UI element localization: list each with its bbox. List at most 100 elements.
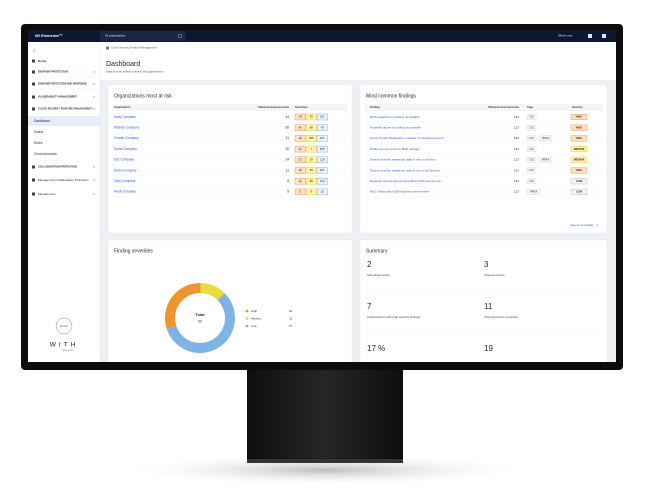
severity-text: HIGH	[576, 115, 583, 119]
breadcrumb[interactable]: Cloud Security Posture Management	[111, 46, 157, 50]
nav-sub-item[interactable]: Cloud accounts	[34, 152, 57, 156]
severity-count: 31	[299, 158, 303, 162]
whats-new[interactable]: What's new	[558, 34, 573, 38]
affected-accounts: 20	[285, 147, 289, 151]
severity-count: 285	[309, 136, 314, 140]
chevron	[92, 71, 96, 73]
severity-text: HIGH	[576, 168, 583, 172]
severity-cell	[305, 188, 317, 196]
tag	[526, 124, 537, 131]
card-title: Summary	[366, 248, 388, 254]
download-icon[interactable]	[602, 34, 606, 38]
nav-sub-item[interactable]: Dashboard	[34, 119, 50, 123]
nav-sub-item[interactable]: Scans	[34, 130, 44, 134]
severity-cell	[294, 124, 306, 131]
nav-item[interactable]: COLLABORATION PROTECTION	[38, 166, 77, 169]
tag	[526, 178, 537, 184]
chevron	[92, 193, 96, 195]
nav-icon	[32, 165, 35, 169]
summary-label: Cloud accounts not active	[484, 315, 519, 319]
severity-count: 29	[299, 168, 303, 172]
severity-cell	[316, 124, 328, 131]
nav-item[interactable]: Management	[38, 192, 56, 196]
severity-badge	[570, 188, 588, 195]
chevron	[92, 96, 96, 98]
tag-text: CIS	[529, 116, 534, 119]
finding-name[interactable]: NSG Rules allow SSH access over internet	[370, 190, 429, 194]
nav-item[interactable]: Management Collaboration Protection	[38, 178, 89, 182]
severity-text: HIGH	[576, 125, 583, 129]
affected-accounts: 122	[514, 190, 519, 194]
card	[359, 239, 608, 362]
severity-cell	[305, 135, 317, 142]
finding-name[interactable]: Redshift cluster is publicly accessible	[370, 126, 421, 130]
nav-sub-item[interactable]: Rules	[34, 141, 43, 145]
nav-icon	[32, 70, 35, 74]
org-name[interactable]: Andy Company	[114, 115, 136, 119]
finding-name[interactable]: Network security group rules allow UDP a…	[370, 179, 444, 183]
finding-name[interactable]: Public access to Azure Blob storage	[370, 147, 420, 151]
nav-item[interactable]: VULNERABILITY MANAGEMENT	[38, 96, 77, 99]
affected-accounts: 122	[514, 147, 519, 151]
page-subtitle: Data from all default scans in all organ…	[106, 70, 164, 74]
severity-badge	[570, 178, 588, 185]
tag-text: CIS	[529, 180, 534, 183]
nav-item[interactable]: Home	[38, 59, 47, 63]
tag-text: HIPAA	[530, 191, 538, 194]
org-name[interactable]: Brittney Company	[114, 126, 140, 130]
severity-count: 39	[310, 158, 314, 162]
nav-item[interactable]: ENDPOINT DETECTION AND RESPONSE	[38, 83, 87, 86]
affected-accounts: 30	[285, 126, 289, 130]
severity-badge	[570, 135, 588, 142]
column-header: Finding	[370, 105, 380, 109]
legend-swatch	[245, 324, 249, 328]
donut-center-label: Total	[195, 312, 204, 317]
severity-cell	[294, 188, 306, 196]
severity-count: 118	[320, 158, 325, 162]
org-selector-text[interactable]: All organizations	[105, 34, 126, 38]
finding-name[interactable]: RDS snapshot is publicly accessible	[370, 115, 420, 119]
chevron	[92, 179, 96, 181]
severity-cell	[294, 156, 306, 164]
severity-cell	[316, 156, 328, 164]
org-name[interactable]: Gary Company	[114, 179, 136, 183]
tag	[526, 135, 537, 142]
affected-accounts: 122	[514, 126, 519, 130]
donut-segment	[165, 283, 201, 329]
info-icon	[177, 33, 183, 39]
legend-value: 12	[289, 316, 293, 320]
severity-cell	[305, 156, 317, 164]
tag	[526, 167, 537, 174]
affected-accounts: 5	[287, 190, 289, 194]
finding-name[interactable]: Cross Tenant Replication enabled on stor…	[370, 136, 444, 140]
org-name[interactable]: Fiona Company	[114, 168, 137, 172]
severity-cell	[305, 145, 317, 153]
finding-name[interactable]: Ensure that the expiration date is set o…	[370, 168, 440, 172]
see-more[interactable]: See more details	[570, 223, 593, 227]
tag-text: HIPAA	[542, 137, 550, 140]
org-name[interactable]: Eric Company	[114, 158, 134, 162]
legend-label: High	[251, 309, 258, 313]
grid-icon[interactable]	[588, 34, 592, 38]
severity-count: 3	[299, 190, 301, 194]
affected-accounts: 122	[514, 179, 519, 183]
org-name[interactable]: Diana Company	[114, 147, 137, 151]
nav-icon	[32, 82, 35, 86]
severity-count: 7	[310, 147, 312, 151]
finding-name[interactable]: Ensure that the expiration date is set o…	[370, 158, 436, 162]
chevron	[92, 166, 96, 168]
column-header: Organization	[114, 105, 131, 109]
org-name[interactable]: Heidi Company	[114, 190, 136, 194]
nav-item[interactable]: ENDPOINT PROTECTION	[38, 71, 68, 74]
summary-label: Cloud accounts	[484, 273, 505, 277]
nav-item[interactable]: CLOUD SECURITY POSTURE MANAGEMENT	[38, 108, 92, 111]
summary-value: 17 %	[367, 344, 385, 353]
affected-accounts: 21	[285, 136, 289, 140]
affected-accounts: 14	[285, 158, 289, 162]
tag-text: CIS	[529, 126, 534, 129]
severity-count: 10	[299, 179, 303, 183]
table-header	[364, 104, 603, 111]
org-name[interactable]: Charlie Company	[114, 136, 139, 140]
severity-text: HIGH	[576, 136, 583, 140]
